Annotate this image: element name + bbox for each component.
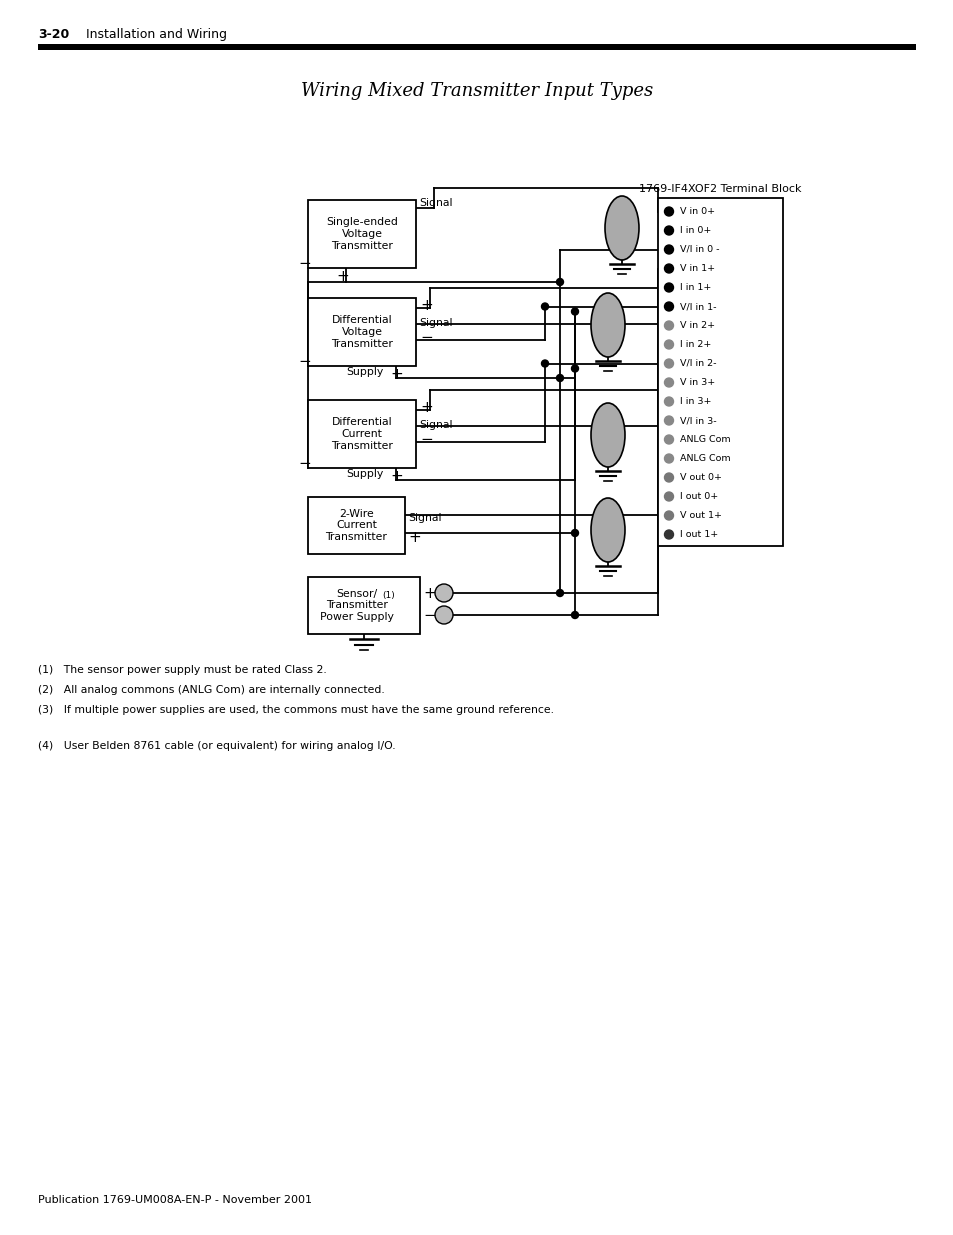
Text: (2)   All analog commons (ANLG Com) are internally connected.: (2) All analog commons (ANLG Com) are in… — [38, 685, 384, 695]
Circle shape — [664, 396, 673, 406]
Text: −: − — [297, 257, 311, 272]
Circle shape — [571, 530, 578, 536]
Text: (1)   The sensor power supply must be rated Class 2.: (1) The sensor power supply must be rate… — [38, 664, 327, 676]
Text: V in 0+: V in 0+ — [679, 207, 715, 216]
Bar — [658, 198, 782, 546]
Text: Publication 1769-UM008A-EN-P - November 2001: Publication 1769-UM008A-EN-P - November … — [38, 1195, 312, 1205]
Text: −: − — [297, 457, 311, 472]
Text: Wiring Mixed Transmitter Input Types: Wiring Mixed Transmitter Input Types — [300, 82, 653, 100]
Circle shape — [556, 374, 563, 382]
Ellipse shape — [604, 196, 639, 261]
Circle shape — [664, 264, 673, 273]
Text: Signal: Signal — [418, 198, 452, 207]
Circle shape — [664, 454, 673, 463]
Bar — [308, 400, 416, 468]
Circle shape — [664, 283, 673, 291]
Bar — [308, 496, 405, 555]
Text: +: + — [390, 367, 402, 382]
Ellipse shape — [590, 293, 624, 357]
Text: (1): (1) — [381, 592, 395, 600]
Circle shape — [664, 226, 673, 235]
Bar — [308, 298, 416, 366]
Text: −: − — [419, 330, 433, 345]
Circle shape — [556, 279, 563, 285]
Circle shape — [571, 366, 578, 372]
Text: I in 0+: I in 0+ — [679, 226, 711, 235]
Text: +: + — [419, 299, 433, 314]
Circle shape — [664, 530, 673, 538]
Text: ANLG Com: ANLG Com — [679, 435, 730, 445]
Text: V/I in 0 -: V/I in 0 - — [679, 245, 719, 254]
Text: +: + — [422, 585, 436, 600]
Bar — [308, 577, 419, 634]
Text: +: + — [390, 469, 402, 484]
Text: Signal: Signal — [408, 513, 441, 522]
Circle shape — [664, 492, 673, 501]
Circle shape — [664, 473, 673, 482]
Text: Supply: Supply — [346, 367, 383, 377]
Circle shape — [541, 359, 548, 367]
Text: (4)   User Belden 8761 cable (or equivalent) for wiring analog I/O.: (4) User Belden 8761 cable (or equivalen… — [38, 741, 395, 751]
Text: I out 0+: I out 0+ — [679, 492, 718, 501]
Ellipse shape — [590, 498, 624, 562]
Text: 2-Wire
Current
Transmitter: 2-Wire Current Transmitter — [325, 509, 387, 542]
Circle shape — [664, 511, 673, 520]
Circle shape — [664, 378, 673, 387]
Bar — [308, 200, 416, 268]
Circle shape — [571, 611, 578, 619]
Text: Differential
Voltage
Transmitter: Differential Voltage Transmitter — [331, 315, 393, 348]
Text: V out 1+: V out 1+ — [679, 511, 721, 520]
Text: I in 3+: I in 3+ — [679, 396, 711, 406]
Text: V in 2+: V in 2+ — [679, 321, 715, 330]
Circle shape — [664, 359, 673, 368]
Text: Single-ended
Voltage
Transmitter: Single-ended Voltage Transmitter — [326, 217, 397, 251]
Text: −: − — [297, 354, 311, 369]
Ellipse shape — [590, 403, 624, 467]
Circle shape — [664, 435, 673, 445]
Circle shape — [664, 303, 673, 311]
Text: V in 1+: V in 1+ — [679, 264, 715, 273]
Circle shape — [541, 303, 548, 310]
Circle shape — [571, 308, 578, 315]
Circle shape — [664, 340, 673, 350]
Text: ANLG Com: ANLG Com — [679, 454, 730, 463]
Circle shape — [664, 321, 673, 330]
Circle shape — [664, 207, 673, 216]
Text: Signal: Signal — [418, 317, 452, 329]
Text: +: + — [335, 269, 349, 284]
Text: V/I in 2-: V/I in 2- — [679, 359, 716, 368]
Text: Sensor/
Transmitter
Power Supply: Sensor/ Transmitter Power Supply — [319, 589, 394, 622]
Text: Differential
Current
Transmitter: Differential Current Transmitter — [331, 417, 393, 451]
Circle shape — [664, 245, 673, 254]
Text: 3-20: 3-20 — [38, 28, 70, 41]
Text: I out 1+: I out 1+ — [679, 530, 718, 538]
Circle shape — [664, 416, 673, 425]
Bar — [38, 44, 915, 49]
Circle shape — [556, 589, 563, 597]
Text: Installation and Wiring: Installation and Wiring — [70, 28, 227, 41]
Text: V in 3+: V in 3+ — [679, 378, 715, 387]
Text: +: + — [419, 400, 433, 415]
Text: V/I in 3-: V/I in 3- — [679, 416, 716, 425]
Text: I in 2+: I in 2+ — [679, 340, 711, 350]
Text: +: + — [408, 530, 420, 545]
Text: V/I in 1-: V/I in 1- — [679, 303, 716, 311]
Text: I in 1+: I in 1+ — [679, 283, 711, 291]
Circle shape — [435, 584, 453, 601]
Text: Supply: Supply — [346, 469, 383, 479]
Text: −: − — [422, 608, 436, 622]
Text: −: − — [419, 431, 433, 447]
Text: V out 0+: V out 0+ — [679, 473, 721, 482]
Text: Signal: Signal — [418, 420, 452, 430]
Text: 1769-IF4XOF2 Terminal Block: 1769-IF4XOF2 Terminal Block — [639, 184, 801, 194]
Circle shape — [435, 606, 453, 624]
Text: (3)   If multiple power supplies are used, the commons must have the same ground: (3) If multiple power supplies are used,… — [38, 705, 554, 715]
